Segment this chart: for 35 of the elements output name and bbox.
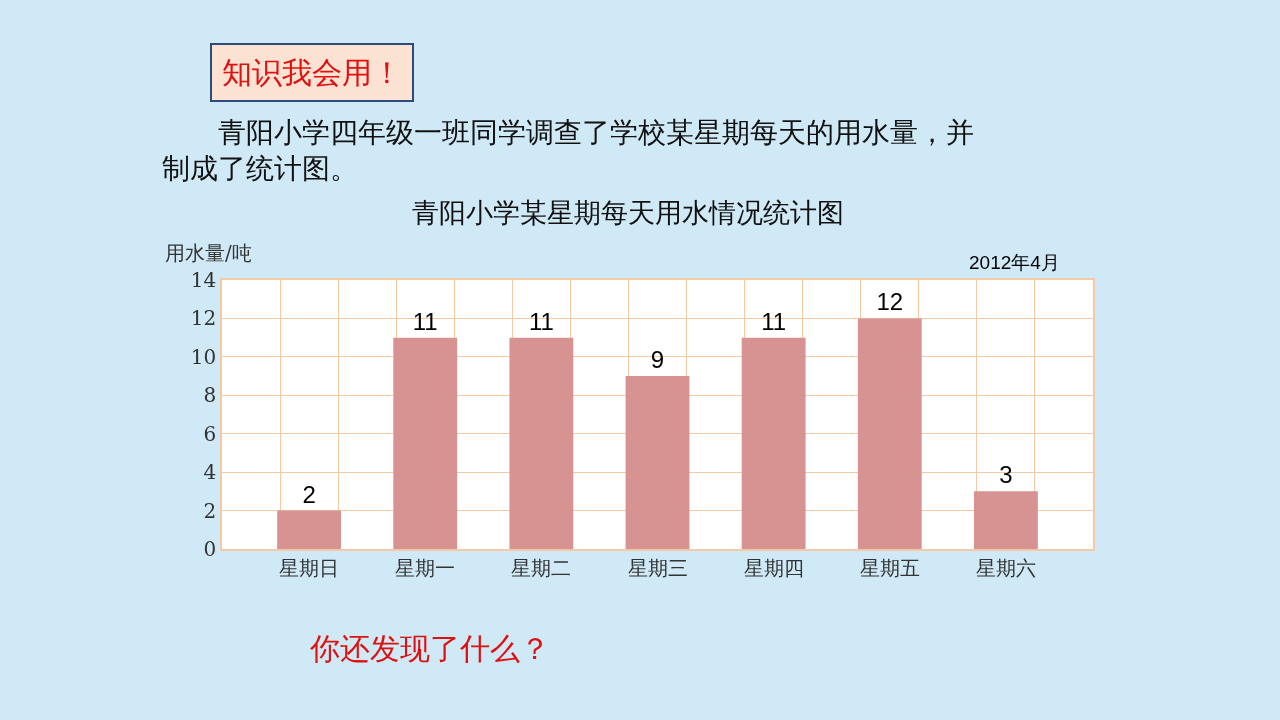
x-tick-label: 星期四 <box>743 555 804 580</box>
y-tick-label: 6 <box>203 421 217 446</box>
x-tick-label: 星期六 <box>975 555 1036 580</box>
y-tick-label: 10 <box>190 344 217 369</box>
text: 青阳小学四年级一班同学调查了学校某星期每天的用水量，并制成了统计图。 <box>162 116 974 186</box>
y-tick-label: 2 <box>203 498 217 523</box>
bar <box>393 337 458 549</box>
data-label: 2 <box>302 480 316 508</box>
y-tick-label: 4 <box>203 460 217 485</box>
text: 知识我会用！ <box>222 55 402 90</box>
data-label: 11 <box>761 307 787 335</box>
y-axis-title: 用水量/吨 <box>165 241 252 265</box>
bar <box>277 510 342 549</box>
y-tick-label: 0 <box>203 537 217 561</box>
text: 你还发现了什么？ <box>309 631 550 666</box>
chart-title: 青阳小学某星期每天用水情况统计图 <box>412 197 844 229</box>
x-tick-label: 星期五 <box>859 555 920 580</box>
x-tick-label: 星期三 <box>627 555 688 580</box>
y-tick-label: 14 <box>190 268 217 292</box>
data-label: 9 <box>650 346 665 374</box>
data-label: 11 <box>528 307 554 335</box>
x-tick-label: 星期一 <box>395 555 456 580</box>
data-label: 11 <box>412 307 438 335</box>
y-tick-label: 12 <box>190 306 217 331</box>
text: 2012年4月 <box>969 252 1060 273</box>
data-label: 12 <box>876 288 904 316</box>
data-label: 3 <box>999 461 1013 489</box>
bar <box>973 491 1038 549</box>
bar <box>857 318 922 549</box>
x-tick-label: 星期日 <box>279 555 340 580</box>
x-tick-label: 星期二 <box>511 555 572 580</box>
bar <box>625 376 690 549</box>
y-tick-label: 8 <box>203 383 217 408</box>
bar <box>509 337 574 549</box>
bar <box>741 337 806 549</box>
